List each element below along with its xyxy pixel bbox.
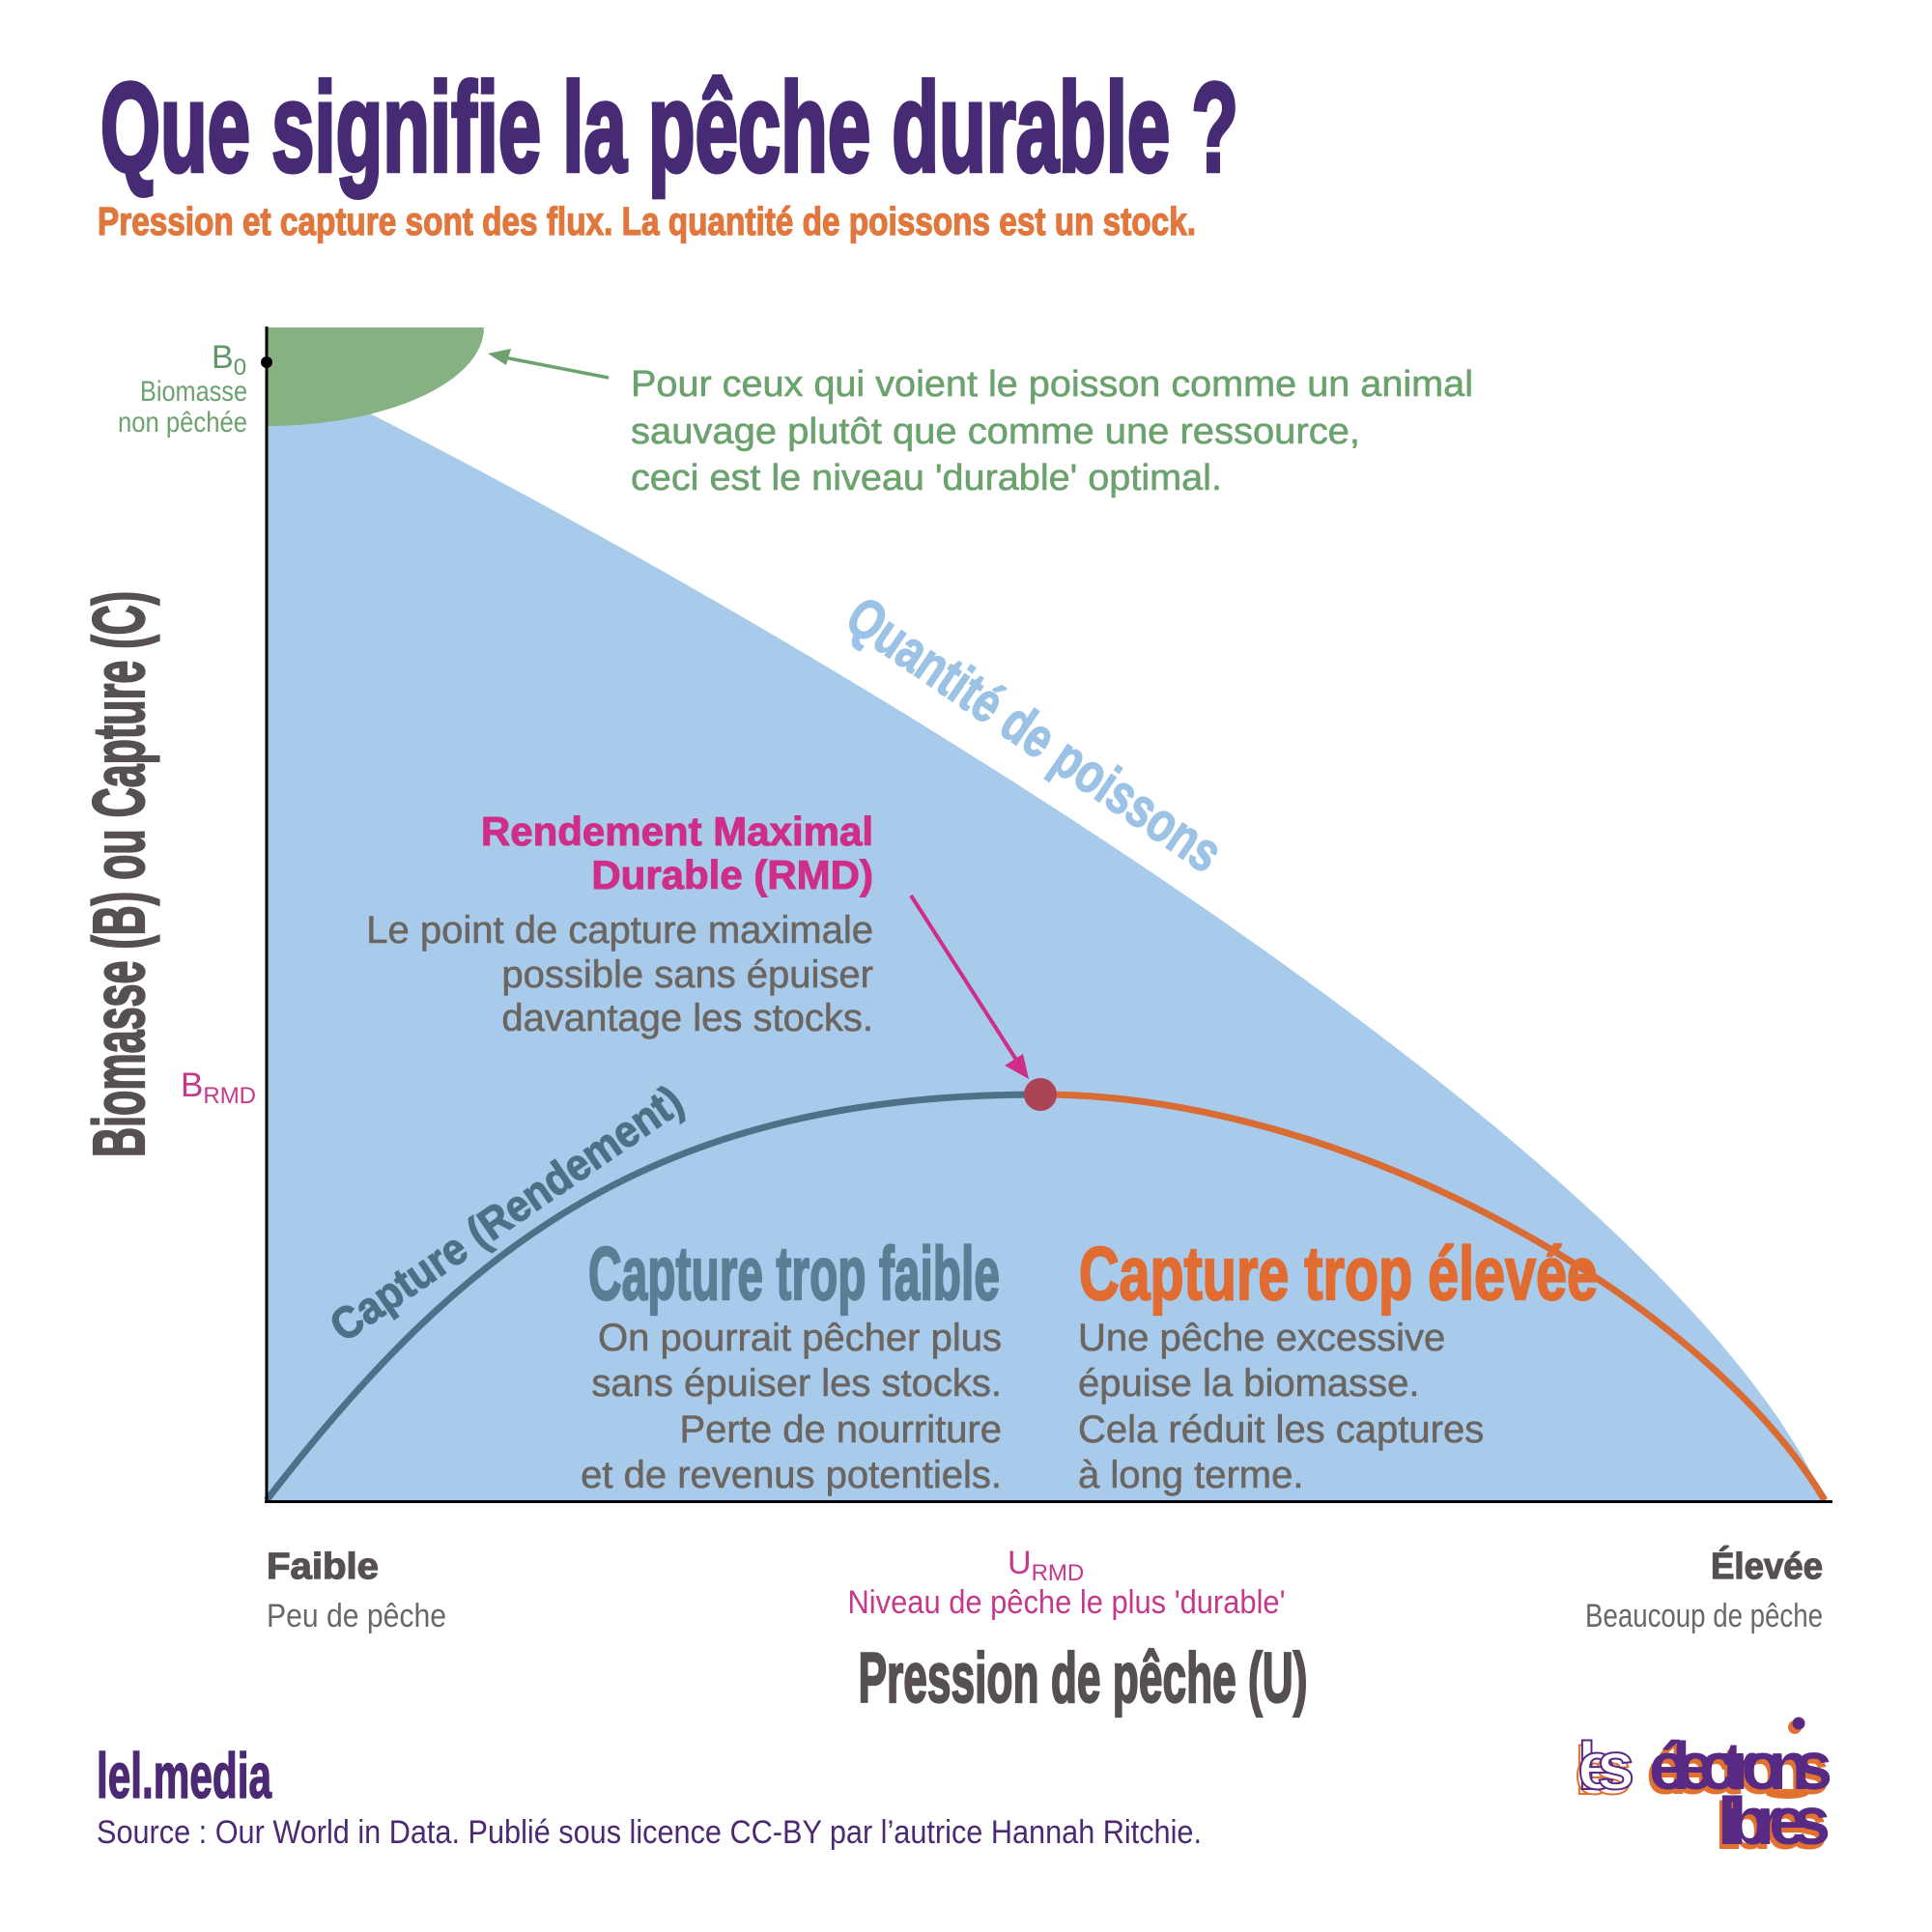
svg-text:Pour ceux qui voient le poisso: Pour ceux qui voient le poisson comme un… — [631, 364, 1473, 405]
svg-text:non pêchée: non pêchée — [118, 407, 247, 439]
svg-text:Peu de pêche: Peu de pêche — [267, 1598, 446, 1634]
svg-text:libres: libres — [1718, 1783, 1831, 1859]
svg-text:Élevée: Élevée — [1711, 1545, 1823, 1587]
svg-text:et de revenus potentiels.: et de revenus potentiels. — [581, 1454, 1002, 1496]
svg-text:Le point de capture maximale: Le point de capture maximale — [366, 909, 873, 952]
svg-text:les: les — [1575, 1733, 1632, 1808]
svg-text:sans épuiser les stocks.: sans épuiser les stocks. — [591, 1362, 1002, 1405]
svg-text:Une pêche excessive: Une pêche excessive — [1078, 1317, 1445, 1359]
svg-text:lel.media: lel.media — [97, 1740, 272, 1811]
svg-text:B0: B0 — [212, 339, 246, 381]
svg-text:davantage les stocks.: davantage les stocks. — [501, 997, 873, 1039]
svg-text:Faible: Faible — [267, 1547, 379, 1587]
svg-text:Capture trop faible: Capture trop faible — [588, 1231, 1000, 1316]
svg-text:Cela réduit les captures: Cela réduit les captures — [1078, 1408, 1484, 1451]
svg-text:On pourrait pêcher plus: On pourrait pêcher plus — [598, 1317, 1002, 1359]
svg-text:Source : Our World in Data. Pu: Source : Our World in Data. Publié sous … — [97, 1814, 1202, 1851]
svg-text:sauvage plutôt que comme une r: sauvage plutôt que comme une ressource, — [631, 412, 1360, 452]
svg-text:à long terme.: à long terme. — [1078, 1454, 1303, 1496]
svg-text:possible sans épuiser: possible sans épuiser — [501, 953, 873, 996]
svg-text:Niveau de pêche le plus 'durab: Niveau de pêche le plus 'durable' — [848, 1584, 1286, 1621]
svg-text:les: les — [1577, 1728, 1634, 1804]
svg-text:épuise la biomasse.: épuise la biomasse. — [1078, 1362, 1420, 1405]
svg-text:Biomasse (B) ou Capture (C): Biomasse (B) ou Capture (C) — [78, 591, 159, 1157]
svg-text:Rendement Maximal: Rendement Maximal — [481, 809, 873, 854]
svg-text:Beaucoup de pêche: Beaucoup de pêche — [1585, 1598, 1823, 1634]
svg-text:Biomasse: Biomasse — [140, 376, 247, 408]
svg-text:ceci est le niveau 'durable' o: ceci est le niveau 'durable' optimal. — [631, 458, 1222, 498]
svg-text:Durable (RMD): Durable (RMD) — [591, 852, 873, 897]
svg-text:Capture trop élevée: Capture trop élevée — [1079, 1231, 1598, 1316]
svg-text:Pression de pêche (U): Pression de pêche (U) — [859, 1639, 1308, 1718]
svg-text:libres: libres — [1715, 1788, 1828, 1863]
svg-text:Pression et capture sont des f: Pression et capture sont des flux. La qu… — [98, 199, 1196, 243]
svg-text:Que signifie la pêche durable: Que signifie la pêche durable ? — [100, 56, 1238, 198]
svg-text:Perte de nourriture: Perte de nourriture — [679, 1408, 1002, 1451]
